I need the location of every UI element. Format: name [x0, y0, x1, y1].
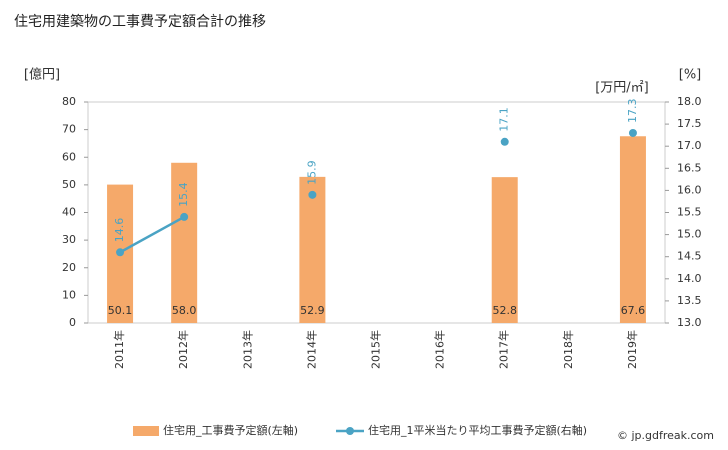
chart-title: 住宅用建築物の工事費予定額合計の推移 — [14, 14, 266, 30]
bar-value-label: 58.0 — [172, 304, 197, 317]
line-point — [500, 137, 509, 146]
y-tick-label: 60 — [62, 150, 76, 163]
y-tick-label: 0 — [69, 316, 76, 329]
legend-label: 住宅用_1平米当たり平均工事費予定額(右軸) — [368, 423, 587, 437]
x-tick-label: 2014年 — [304, 330, 318, 369]
bar-value-label: 67.6 — [621, 304, 646, 317]
y2-unit-label: [%] — [679, 68, 702, 83]
y-tick-label: 40 — [62, 206, 76, 219]
bar — [491, 177, 518, 323]
legend-swatch — [346, 427, 354, 435]
x-tick-label: 2011年 — [112, 330, 126, 369]
x-tick-label: 2017年 — [497, 330, 511, 369]
bar-value-label: 52.8 — [492, 304, 517, 317]
legend-label: 住宅用_工事費予定額(左軸) — [163, 423, 298, 437]
y2-tick-label: 13.0 — [677, 316, 702, 329]
y2-tick-label: 17.0 — [677, 139, 702, 152]
line-value-label: 15.4 — [177, 182, 190, 207]
y2-tick-label: 17.5 — [677, 117, 702, 130]
y-tick-label: 80 — [62, 95, 76, 108]
line-value-label: 15.9 — [305, 160, 318, 185]
watermark: © jp.gdfreak.com — [617, 429, 714, 442]
y-axis-label: [億円] — [24, 67, 60, 83]
x-tick-label: 2015年 — [369, 330, 383, 369]
line-point — [116, 248, 125, 257]
y2-tick-label: 15.5 — [677, 206, 702, 219]
y2-tick-label: 14.5 — [677, 250, 702, 263]
y-tick-label: 30 — [62, 233, 76, 246]
bar — [299, 176, 326, 323]
y2-tick-label: 16.0 — [677, 183, 702, 196]
y2-tick-label: 18.0 — [677, 95, 702, 108]
y-tick-label: 70 — [62, 123, 76, 136]
x-tick-label: 2018年 — [561, 330, 575, 369]
bar — [619, 136, 646, 323]
bar-value-label: 50.1 — [108, 304, 133, 317]
y2-tick-label: 13.5 — [677, 294, 702, 307]
line-point — [180, 212, 189, 221]
x-tick-label: 2019年 — [625, 330, 639, 369]
bar — [171, 162, 198, 323]
y2-tick-label: 16.5 — [677, 161, 702, 174]
y2-tick-label: 15.0 — [677, 228, 702, 241]
y-tick-label: 50 — [62, 178, 76, 191]
line-value-label: 17.1 — [498, 107, 511, 132]
y-tick-label: 10 — [62, 288, 76, 301]
x-tick-label: 2016年 — [433, 330, 447, 369]
line-point — [628, 128, 637, 137]
x-tick-label: 2013年 — [240, 330, 254, 369]
y2-axis-label: [万円/㎡] — [595, 81, 649, 96]
x-tick-label: 2012年 — [176, 330, 190, 369]
line-point — [308, 190, 317, 199]
bar-value-label: 52.9 — [300, 304, 325, 317]
legend-swatch — [133, 426, 159, 436]
y-tick-label: 20 — [62, 261, 76, 274]
line-value-label: 17.3 — [626, 98, 639, 123]
line-value-label: 14.6 — [113, 218, 126, 243]
y2-tick-label: 14.0 — [677, 272, 702, 285]
